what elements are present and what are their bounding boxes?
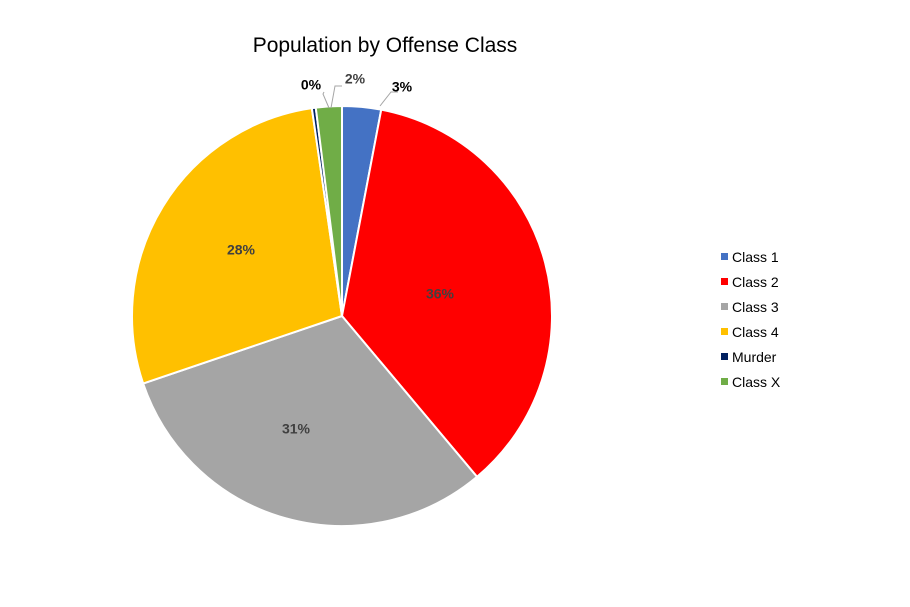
data-label: 36%	[426, 286, 455, 302]
legend-swatch	[721, 328, 728, 335]
data-label: 31%	[282, 421, 311, 437]
legend-swatch	[721, 353, 728, 360]
legend-label: Murder	[732, 349, 776, 365]
legend-label: Class 2	[732, 274, 779, 290]
legend-label: Class 4	[732, 324, 779, 340]
legend-swatch	[721, 303, 728, 310]
data-label: 28%	[227, 242, 256, 258]
legend-label: Class 1	[732, 249, 779, 265]
legend-swatch	[721, 253, 728, 260]
legend-item: Murder	[721, 344, 780, 369]
legend-label: Class 3	[732, 299, 779, 315]
data-label: 3%	[392, 79, 413, 95]
legend-item: Class 2	[721, 269, 780, 294]
legend-item: Class 4	[721, 319, 780, 344]
legend-item: Class 3	[721, 294, 780, 319]
legend-swatch	[721, 378, 728, 385]
data-label: 2%	[345, 71, 366, 87]
legend-label: Class X	[732, 374, 780, 390]
leader-line	[323, 92, 329, 108]
legend-item: Class 1	[721, 244, 780, 269]
legend-item: Class X	[721, 369, 780, 394]
chart-title: Population by Offense Class	[0, 34, 770, 58]
chart-legend: Class 1 Class 2 Class 3 Class 4 Murder Class …	[721, 244, 780, 394]
leader-line	[331, 86, 342, 108]
data-label: 0%	[301, 77, 322, 93]
legend-swatch	[721, 278, 728, 285]
